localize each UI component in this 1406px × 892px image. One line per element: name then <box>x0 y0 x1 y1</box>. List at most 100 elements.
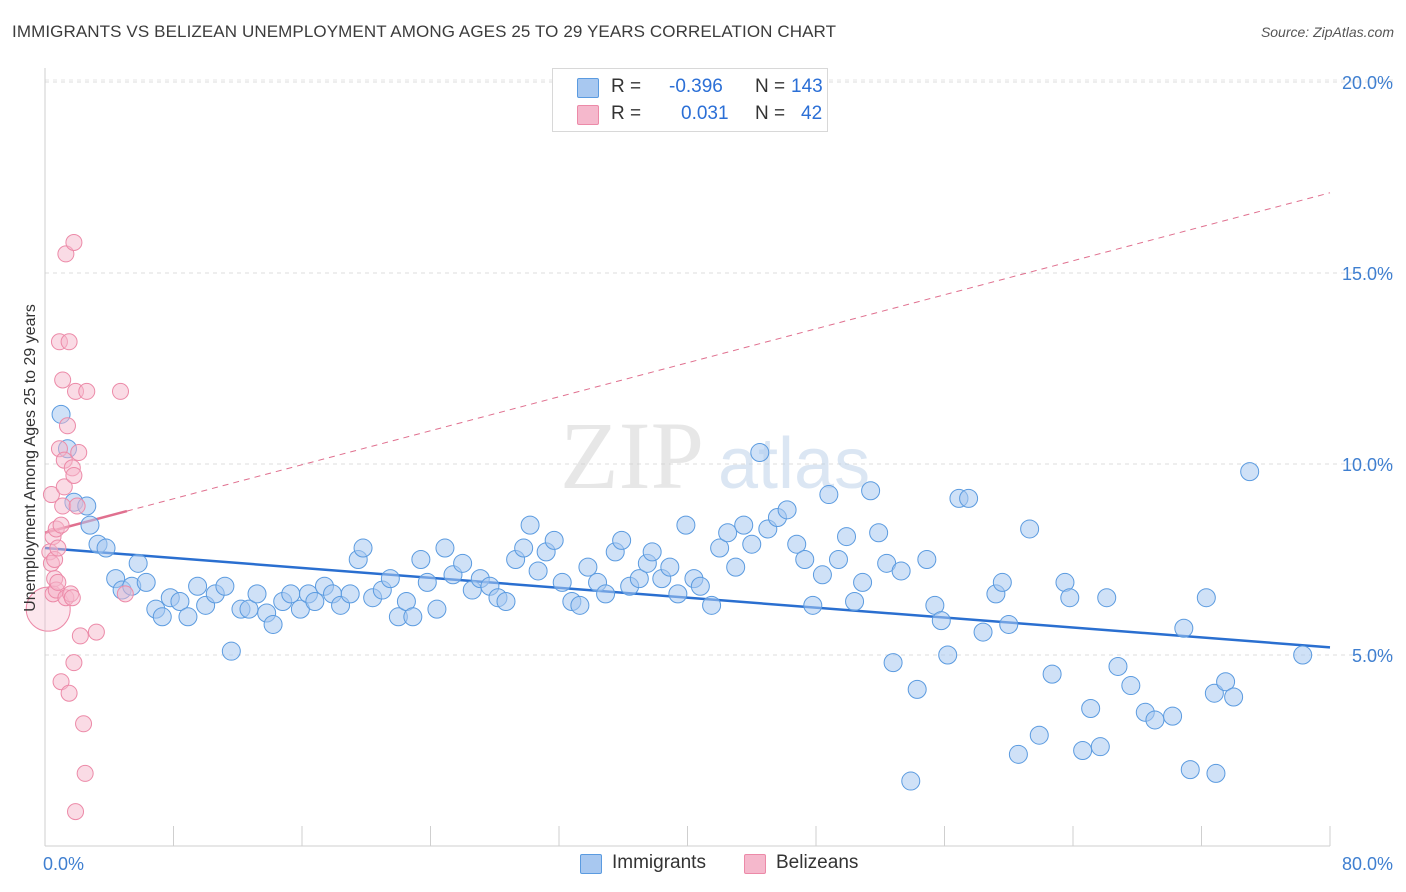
gridlines <box>45 79 1395 656</box>
legend-n-label: N = <box>755 103 786 124</box>
immigrants-point <box>973 622 993 642</box>
belizeans-n-value: 42 <box>801 103 823 124</box>
immigrants-point <box>136 572 156 592</box>
legend-box: R = -0.396 N = 143 R = 0.031 N = 42 <box>552 68 828 132</box>
immigrants-point <box>281 584 301 604</box>
x-tick-label: 0.0% <box>43 854 84 874</box>
immigrants-point <box>901 771 921 791</box>
immigrants-point <box>514 538 534 558</box>
y-tick-label: 5.0% <box>1352 646 1393 666</box>
immigrants-point <box>427 599 447 619</box>
belizeans-point <box>78 382 96 400</box>
immigrants-legend-label: Immigrants <box>612 852 706 873</box>
immigrants-point <box>742 534 762 554</box>
legend-r-label: R = <box>611 103 642 124</box>
immigrants-trend-line <box>44 546 1331 649</box>
watermark-zip: ZIP <box>560 402 704 509</box>
immigrants-point <box>1174 618 1194 638</box>
immigrants-point <box>1240 462 1260 482</box>
immigrants-point <box>938 645 958 665</box>
immigrants-r-value: -0.396 <box>669 76 723 97</box>
immigrants-point <box>453 553 473 573</box>
y-tick-label: 20.0% <box>1342 73 1393 93</box>
immigrants-point <box>570 595 590 615</box>
tick-labels: 5.0% 10.0% 15.0% 20.0% 0.0% 80.0% <box>43 73 1393 874</box>
belizeans-point <box>87 623 105 641</box>
belizeans-point <box>54 497 72 515</box>
immigrants-point <box>917 550 937 569</box>
belizeans-point <box>63 589 81 607</box>
immigrants-point <box>837 527 857 547</box>
belizeans-point <box>71 627 89 645</box>
belizeans-point <box>68 497 86 515</box>
immigrants-point <box>96 538 116 558</box>
immigrants-point <box>1121 676 1141 696</box>
immigrants-point <box>750 443 770 463</box>
belizeans-point <box>67 803 85 821</box>
immigrants-point <box>178 607 198 627</box>
immigrants-swatch <box>577 78 599 98</box>
immigrants-point <box>152 607 172 627</box>
belizeans-r-value: 0.031 <box>681 103 729 124</box>
belizeans-point <box>76 764 94 782</box>
belizeans-point <box>111 382 129 400</box>
immigrants-point <box>959 488 979 508</box>
immigrants-point <box>1145 710 1165 730</box>
immigrants-point <box>496 592 516 612</box>
immigrants-point <box>853 572 873 592</box>
immigrants-point <box>1180 760 1200 780</box>
immigrants-point <box>340 584 360 604</box>
immigrants-point <box>435 538 455 558</box>
immigrants-point <box>891 561 911 581</box>
belizeans-point <box>65 654 83 672</box>
immigrants-point <box>819 485 839 505</box>
immigrants-point <box>263 614 283 634</box>
immigrants-point <box>907 679 927 699</box>
belizeans-point <box>42 486 60 504</box>
legend-r-label: R = <box>611 76 642 97</box>
immigrants-point <box>80 515 100 535</box>
immigrants-point <box>380 569 400 589</box>
belizeans-point <box>65 233 83 251</box>
immigrants-point <box>629 569 649 589</box>
immigrants-point <box>1108 656 1128 676</box>
immigrants-point <box>215 576 235 596</box>
belizeans-trend-line-dashed <box>126 192 1331 512</box>
immigrants-point <box>999 614 1019 634</box>
immigrants-point <box>931 611 951 631</box>
immigrants-point <box>845 592 865 612</box>
immigrants-point <box>1073 741 1093 760</box>
immigrants-point <box>787 534 807 554</box>
belizeans-point <box>65 466 83 484</box>
immigrants-point <box>1042 664 1062 684</box>
immigrants-point <box>520 515 540 535</box>
immigrants-point <box>1206 763 1226 783</box>
immigrants-point <box>411 550 431 569</box>
immigrants-point <box>612 530 632 550</box>
immigrants-point <box>403 607 423 627</box>
belizeans-point <box>75 715 93 733</box>
immigrants-point <box>1196 588 1216 608</box>
immigrants-point <box>1204 683 1224 703</box>
immigrants-point <box>552 572 572 592</box>
immigrants-point <box>353 538 373 558</box>
watermark: ZIP atlas <box>560 402 870 509</box>
immigrants-point <box>1020 519 1040 539</box>
belizeans-point <box>58 417 76 435</box>
belizeans-point <box>116 585 134 603</box>
immigrants-point <box>828 550 848 569</box>
immigrants-point <box>1090 737 1110 757</box>
immigrants-point <box>1293 645 1313 665</box>
immigrants-point <box>869 523 889 543</box>
belizeans-point <box>49 573 67 591</box>
axes <box>44 68 1331 847</box>
immigrants-point <box>676 515 696 535</box>
immigrants-point <box>578 557 598 577</box>
immigrants-point <box>417 572 437 592</box>
immigrants-point <box>170 592 190 612</box>
immigrants-point <box>660 557 680 577</box>
immigrants-point <box>883 653 903 673</box>
immigrants-point <box>221 641 241 661</box>
belizeans-point <box>55 478 73 496</box>
immigrants-point <box>544 530 564 550</box>
